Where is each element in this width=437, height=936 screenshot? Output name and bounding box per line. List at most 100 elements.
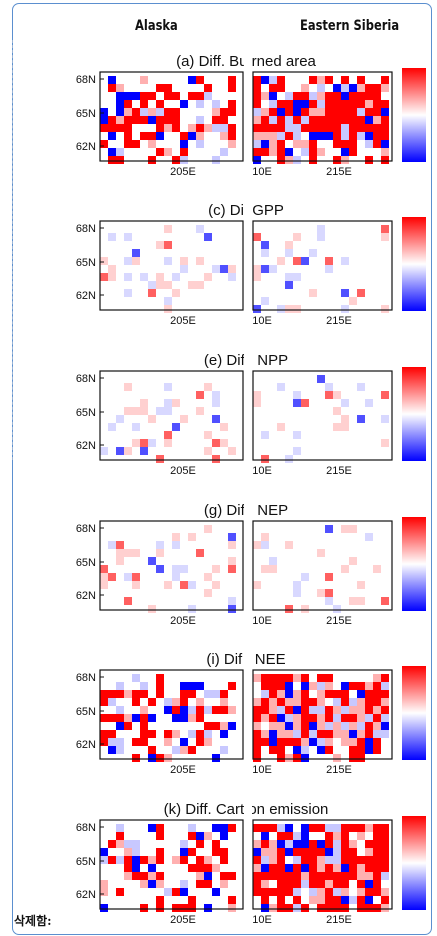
heatmap-cell <box>349 92 357 100</box>
heatmap-cell <box>164 257 172 265</box>
heatmap-cell <box>317 904 325 912</box>
heatmap-cell <box>301 108 309 116</box>
heatmap-cell <box>293 431 301 439</box>
heatmap-cell <box>100 581 108 589</box>
heatmap-cell <box>373 856 381 864</box>
heatmap-cell <box>381 698 389 706</box>
heatmap-cell <box>325 573 333 581</box>
heatmap-cell <box>204 872 212 880</box>
heatmap-cell <box>373 872 381 880</box>
heatmap-cell <box>148 730 156 738</box>
heatmap-cell <box>341 84 349 92</box>
heatmap-cell <box>357 746 365 754</box>
heatmap-cell <box>196 549 204 557</box>
heatmap-cell <box>188 714 196 722</box>
heatmap-cell <box>148 746 156 754</box>
heatmap-cell <box>261 674 269 682</box>
colorbar <box>402 367 426 461</box>
x-tick-label: 10E <box>252 615 272 627</box>
heatmap-cell <box>148 557 156 565</box>
heatmap-cell <box>277 116 285 124</box>
heatmap-cell <box>317 824 325 832</box>
heatmap-cell <box>132 407 140 415</box>
heatmap-cell <box>196 872 204 880</box>
heatmap-cell <box>357 84 365 92</box>
heatmap-cell <box>220 690 228 698</box>
heatmap-cell <box>164 124 172 132</box>
heatmap-cell <box>100 116 108 124</box>
heatmap-cell <box>172 541 180 549</box>
heatmap-cell <box>357 415 365 423</box>
heatmap-cell <box>317 233 325 241</box>
heatmap-cell <box>261 832 269 840</box>
heatmap-cell <box>180 682 188 690</box>
heatmap-cell <box>373 738 381 746</box>
heatmap-cell <box>293 257 301 265</box>
heatmap-cell <box>309 124 317 132</box>
heatmap-cell <box>277 754 285 762</box>
heatmap-cell <box>220 832 228 840</box>
heatmap-cell <box>285 690 293 698</box>
heatmap-cell <box>325 92 333 100</box>
heatmap-cell <box>180 100 188 108</box>
heatmap-cell <box>357 124 365 132</box>
heatmap-cell <box>261 888 269 896</box>
heatmap-cell <box>373 84 381 92</box>
heatmap-cell <box>373 824 381 832</box>
heatmap-cell <box>140 76 148 84</box>
heatmap-cell <box>196 880 204 888</box>
heatmap-cell <box>365 140 373 148</box>
heatmap-cell <box>188 605 196 613</box>
heatmap-cell <box>100 124 108 132</box>
heatmap-cell <box>172 573 180 581</box>
heatmap-cell <box>317 549 325 557</box>
heatmap-cell <box>132 872 140 880</box>
heatmap-cell <box>325 265 333 273</box>
heatmap-cell <box>220 423 228 431</box>
heatmap-cell <box>204 124 212 132</box>
heatmap-cell <box>293 233 301 241</box>
heatmap-cell <box>269 682 277 690</box>
heatmap-cell <box>357 896 365 904</box>
heatmap-cell <box>317 116 325 124</box>
heatmap-cell <box>373 722 381 730</box>
heatmap-cell <box>253 746 261 754</box>
heatmap-cell <box>333 690 341 698</box>
heatmap-cell <box>212 116 220 124</box>
heatmap-cell <box>188 124 196 132</box>
heatmap-cell <box>140 132 148 140</box>
heatmap-cell <box>349 754 357 762</box>
heatmap-cell <box>172 706 180 714</box>
heatmap-cell <box>124 447 132 455</box>
heatmap-cell <box>301 148 309 156</box>
heatmap-cell <box>373 132 381 140</box>
heatmap-cell <box>277 84 285 92</box>
heatmap-cell <box>381 714 389 722</box>
heatmap-cell <box>333 156 341 164</box>
heatmap-cell <box>285 455 293 463</box>
heatmap-cell <box>180 880 188 888</box>
heatmap-cell <box>188 92 196 100</box>
heatmap-cell <box>365 722 373 730</box>
heatmap-cell <box>381 682 389 690</box>
heatmap-cell <box>333 108 341 116</box>
heatmap-cell <box>148 880 156 888</box>
heatmap-cell <box>261 132 269 140</box>
heatmap-cell <box>285 273 293 281</box>
heatmap-cell <box>261 864 269 872</box>
heatmap-cell <box>140 682 148 690</box>
heatmap-cell <box>293 447 301 455</box>
heatmap-cell <box>269 690 277 698</box>
heatmap-cell <box>212 840 220 848</box>
heatmap-cell <box>228 872 236 880</box>
heatmap-cell <box>148 864 156 872</box>
heatmap-cell <box>365 840 373 848</box>
heatmap-cell <box>349 730 357 738</box>
heatmap-cell <box>140 399 148 407</box>
heatmap-cell <box>261 896 269 904</box>
heatmap-cell <box>325 690 333 698</box>
heatmap-cell <box>124 722 132 730</box>
heatmap-cell <box>333 92 341 100</box>
heatmap-cell <box>285 92 293 100</box>
heatmap-cell <box>172 399 180 407</box>
